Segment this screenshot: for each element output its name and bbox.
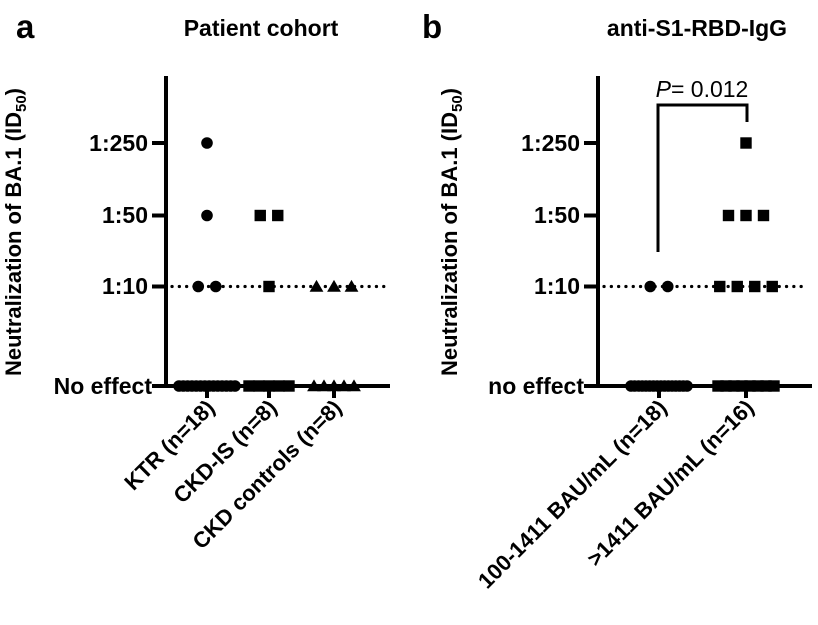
panel-b-title: anti-S1-RBD-IgG: [607, 15, 787, 41]
square-data-point: [722, 209, 735, 222]
square-data-point: [283, 380, 295, 392]
square-data-point: [263, 380, 275, 392]
square-data-point: [744, 380, 756, 392]
y-tick-label: 1:250: [89, 130, 148, 156]
square-data-point: [766, 280, 778, 293]
square-data-point: [731, 280, 743, 293]
square-data-point: [712, 380, 724, 392]
circle-data-point: [681, 380, 693, 392]
circle-data-point: [229, 380, 241, 392]
triangle-data-point: [327, 379, 341, 392]
square-data-point: [752, 380, 764, 392]
y-tick-label: 1:10: [102, 273, 148, 299]
panel-a-data-points: [173, 137, 361, 392]
square-data-point: [757, 209, 770, 222]
panel-b-y-axis-label: Neutralization of BA.1 (ID50): [437, 88, 466, 376]
circle-data-point: [661, 280, 674, 293]
circle-data-point: [644, 280, 657, 293]
y-tick-label: 1:50: [534, 202, 580, 228]
y-tick-label: no effect: [488, 373, 584, 399]
square-data-point: [749, 280, 761, 293]
square-data-point: [253, 380, 265, 392]
panel-a-letter: a: [16, 8, 35, 45]
triangle-data-point: [347, 379, 361, 392]
panel-b-data-points: [625, 137, 780, 392]
circle-data-point: [192, 280, 205, 293]
square-data-point: [740, 209, 752, 222]
square-data-point: [243, 380, 255, 392]
triangle-data-point: [309, 279, 324, 292]
triangle-data-point: [317, 379, 331, 392]
significance-bracket: [656, 103, 749, 252]
triangle-data-point: [327, 279, 341, 292]
panel-b-letter: b: [422, 8, 442, 45]
circle-data-point: [209, 280, 222, 293]
square-data-point: [768, 380, 780, 392]
y-tick-label: 1:10: [534, 273, 580, 299]
triangle-data-point: [307, 379, 321, 392]
square-data-point: [273, 380, 285, 392]
y-tick-label: 1:50: [102, 202, 148, 228]
p-value-label: P= 0.012: [656, 76, 749, 102]
circle-data-point: [201, 209, 213, 222]
panel-a-title: Patient cohort: [184, 15, 339, 41]
y-tick-label: No effect: [54, 373, 153, 399]
square-data-point: [740, 137, 752, 149]
triangle-data-point: [344, 279, 359, 292]
square-data-point: [714, 280, 726, 293]
square-data-point: [263, 280, 275, 293]
square-data-point: [760, 380, 772, 392]
triangle-data-point: [337, 379, 351, 392]
panel-b: b anti-S1-RBD-IgG Neutralization of BA.1…: [422, 8, 812, 593]
panel-a: a Patient cohort Neutralization of BA.1 …: [1, 8, 390, 554]
square-data-point: [254, 209, 266, 222]
y-tick-label: 1:250: [521, 130, 580, 156]
square-data-point: [720, 380, 732, 392]
panel-a-y-axis-label: Neutralization of BA.1 (ID50): [1, 88, 30, 376]
square-data-point: [272, 209, 284, 222]
square-data-point: [736, 380, 748, 392]
square-data-point: [728, 380, 740, 392]
circle-data-point: [201, 137, 213, 149]
x-category-label: >1411 BAU/mL (n=16): [582, 395, 758, 571]
